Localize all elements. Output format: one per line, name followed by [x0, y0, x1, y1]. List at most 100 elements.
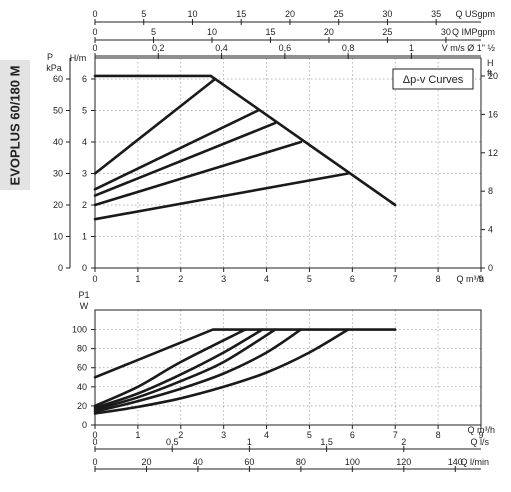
impgpm-axis-tick-label: 20 — [324, 27, 334, 37]
lmin-axis-tick-label: 140 — [448, 457, 463, 467]
impgpm-axis-tick-label: 10 — [207, 27, 217, 37]
usgpm-axis-tick-label: 25 — [334, 9, 344, 19]
legend-text: Δp-v Curves — [403, 74, 464, 86]
m-axis-label: H/m — [70, 53, 87, 63]
ls-axis-tick-label: 0 — [92, 437, 97, 447]
x-tick-label: 7 — [393, 274, 398, 284]
lmin-axis-tick-label: 0 — [92, 457, 97, 467]
velocity-axis-tick-label: 1 — [409, 43, 414, 53]
power-curve-3 — [93, 328, 264, 410]
impgpm-axis-label: Q IMPgpm — [452, 27, 495, 37]
impgpm-axis-tick-label: 15 — [265, 27, 275, 37]
x-tick-label: 3 — [221, 430, 226, 440]
head-curve-2 — [93, 77, 217, 175]
ft-tick-label: 16 — [488, 109, 498, 119]
lmin-axis-tick-label: 60 — [244, 457, 254, 467]
x-tick-label: 8 — [436, 430, 441, 440]
ft-tick-label: 20 — [488, 71, 498, 81]
ft-axis-label-bottom: ft — [487, 68, 493, 78]
y-tick-label-kpa: 50 — [53, 106, 63, 116]
x-tick-label: 1 — [135, 430, 140, 440]
y-tick-label-kpa: 60 — [53, 74, 63, 84]
velocity-axis-tick-label: 0 — [92, 43, 97, 53]
p1-tick-label: 100 — [72, 325, 87, 335]
velocity-axis-tick-label: 0,2 — [152, 43, 165, 53]
x-axis-label: Q m³/h — [456, 274, 484, 284]
y-tick-label-m: 1 — [82, 232, 87, 242]
impgpm-axis-tick-label: 5 — [151, 27, 156, 37]
usgpm-axis-tick-label: 35 — [431, 9, 441, 19]
lmin-axis-tick-label: 120 — [396, 457, 411, 467]
y-tick-label-m: 5 — [82, 106, 87, 116]
top-plot-frame — [94, 57, 482, 269]
kpa-axis-label-bottom: kPa — [46, 63, 62, 73]
y-tick-label-m: 4 — [82, 137, 87, 147]
y-tick-label-m: 6 — [82, 74, 87, 84]
lmin-axis-label: Q l/min — [460, 457, 489, 467]
ls-axis-tick-label: 0,5 — [166, 437, 179, 447]
p1-tick-label: 80 — [77, 344, 87, 354]
p1-tick-label: 40 — [77, 382, 87, 392]
y-tick-label-m: 2 — [82, 200, 87, 210]
x-tick-label: 4 — [264, 430, 269, 440]
x-tick-label: 0 — [92, 274, 97, 284]
x-tick-label: 5 — [307, 274, 312, 284]
lmin-axis-tick-label: 100 — [345, 457, 360, 467]
ls-axis-label: Q l/s — [470, 437, 489, 447]
x-tick-label: 5 — [307, 430, 312, 440]
usgpm-axis-tick-label: 5 — [141, 9, 146, 19]
x-tick-label: 2 — [178, 274, 183, 284]
power-curve-1 — [93, 328, 397, 379]
p1-tick-label: 20 — [77, 401, 87, 411]
x-tick-label: 8 — [436, 274, 441, 284]
head-curve-4 — [93, 121, 277, 197]
x-tick-label: 1 — [135, 274, 140, 284]
x-tick-label: 6 — [350, 274, 355, 284]
p1-tick-label: 60 — [77, 363, 87, 373]
y-tick-label-m: 0 — [82, 263, 87, 273]
x-tick-label: 2 — [178, 430, 183, 440]
usgpm-axis-tick-label: 30 — [382, 9, 392, 19]
ft-tick-label: 8 — [488, 186, 493, 196]
ft-tick-label: 0 — [488, 263, 493, 273]
head-chart: 00110220330440550660PkPaH/m048121620Hft0… — [46, 9, 498, 284]
ls-axis-tick-label: 1,5 — [320, 437, 333, 447]
x-tick-label: 6 — [350, 430, 355, 440]
velocity-axis-tick-label: 0,4 — [215, 43, 228, 53]
head-curve-1 — [93, 74, 397, 207]
ft-tick-label: 12 — [488, 148, 498, 158]
impgpm-axis-tick-label: 0 — [92, 27, 97, 37]
impgpm-axis-tick-label: 25 — [382, 27, 392, 37]
usgpm-axis-tick-label: 15 — [236, 9, 246, 19]
y-tick-label-kpa: 30 — [53, 169, 63, 179]
lmin-axis-tick-label: 40 — [193, 457, 203, 467]
head-curve-5 — [93, 140, 303, 207]
power-curve-5 — [93, 328, 303, 413]
p1-tick-label: 0 — [82, 420, 87, 430]
ls-axis-tick-label: 1 — [247, 437, 252, 447]
x-tick-label: 0 — [92, 430, 97, 440]
x-tick-label: 4 — [264, 274, 269, 284]
x-tick-label: 9 — [478, 430, 483, 440]
ft-axis-label-top: H — [487, 58, 494, 68]
power-curve-2 — [93, 328, 247, 408]
velocity-axis-tick-label: 0,8 — [342, 43, 355, 53]
impgpm-axis-tick-label: 30 — [441, 27, 451, 37]
y-tick-label-kpa: 40 — [53, 137, 63, 147]
y-tick-label-kpa: 10 — [53, 232, 63, 242]
power-curve-6 — [93, 328, 350, 415]
lmin-axis-tick-label: 20 — [141, 457, 151, 467]
legend-box — [392, 68, 474, 90]
velocity-axis-tick-label: 0,6 — [279, 43, 292, 53]
y-tick-label-m: 3 — [82, 169, 87, 179]
power-curve-4 — [93, 328, 277, 412]
p1-axis-label-bottom: W — [80, 301, 89, 311]
ls-axis-tick-label: 2 — [401, 437, 406, 447]
usgpm-axis-tick-label: 20 — [285, 9, 295, 19]
x-tick-label: 9 — [478, 274, 483, 284]
kpa-axis-label-top: P — [47, 52, 53, 62]
ft-tick-label: 4 — [488, 225, 493, 235]
y-tick-label-kpa: 0 — [58, 263, 63, 273]
